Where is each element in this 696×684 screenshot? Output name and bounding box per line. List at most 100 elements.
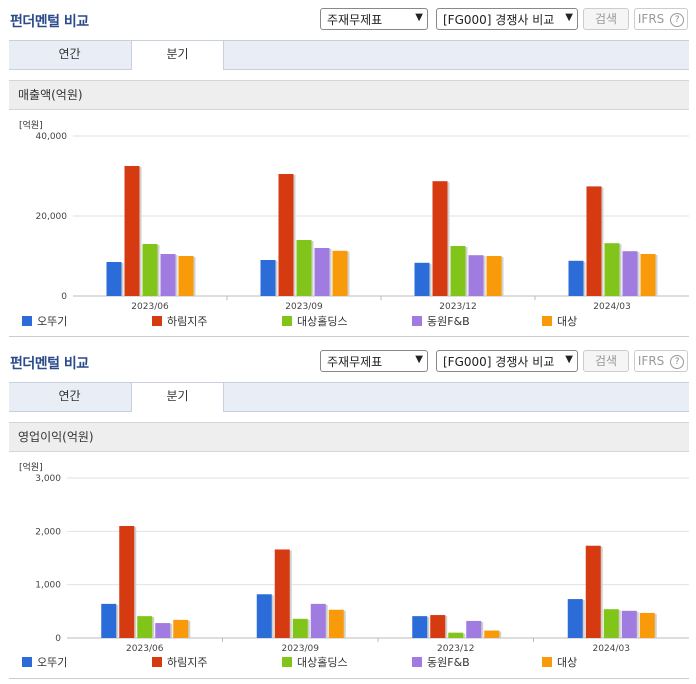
bar[interactable] [586,186,602,296]
ifrs-label: IFRS [637,354,665,368]
bar[interactable] [101,603,117,638]
operating-profit-chart: [억원] 0 1,000 2,000 3,000 2023/06 2023/09 2023/1… [9,458,689,658]
panel-title: 펀더멘털 비교 [10,14,89,30]
legend-item[interactable]: 동원F&B [412,654,470,670]
legend-swatch [22,316,32,326]
bar[interactable] [178,256,194,296]
bar[interactable] [414,262,430,296]
y-tick-label: 0 [61,292,67,302]
operating-profit-bar-chart: [억원] 0 1,000 2,000 3,000 2023/06 2023/09 2023/1… [19,461,689,654]
legend-label: 동원F&B [427,315,470,328]
bar[interactable] [332,250,348,296]
ifrs-help-button[interactable]: IFRS ? [634,8,688,30]
peer-group-select[interactable]: [FG000] 경쟁사 비교 ▼ [436,350,578,372]
statement-type-value: 주재무제표 [327,355,383,369]
bar[interactable] [412,616,428,638]
bar[interactable] [603,609,619,638]
legend-label: 동원F&B [427,656,470,669]
x-tick-label: 2023/12 [439,302,476,312]
ifrs-help-button[interactable]: IFRS ? [634,350,688,372]
bar[interactable] [310,603,326,638]
bar[interactable] [278,174,294,296]
bar[interactable] [106,262,122,296]
bar[interactable] [173,619,189,638]
bar[interactable] [484,630,500,638]
bar[interactable] [486,256,502,296]
legend-item[interactable]: 대상 [542,654,577,670]
legend-item[interactable]: 대상홀딩스 [282,654,348,670]
ifrs-label: IFRS [637,12,665,26]
bar[interactable] [639,612,655,638]
legend-item[interactable]: 대상 [542,313,577,329]
legend-swatch [282,657,292,667]
legend-item[interactable]: 대상홀딩스 [282,313,348,329]
bar[interactable] [292,618,308,638]
bar[interactable] [328,609,344,638]
bar[interactable] [260,260,276,296]
statement-type-value: 주재무제표 [327,13,383,27]
help-icon: ? [670,355,685,369]
peer-group-value: [FG000] 경쟁사 비교 [443,355,555,369]
bar[interactable] [432,181,448,296]
legend-item[interactable]: 오뚜기 [22,313,67,329]
legend-item[interactable]: 오뚜기 [22,654,67,670]
bar[interactable] [160,254,176,296]
bar[interactable] [430,615,446,638]
bar[interactable] [466,620,482,638]
tab-quarterly[interactable]: 분기 [131,41,224,70]
x-tick-label: 2023/09 [285,302,323,312]
tab-annual[interactable]: 연간 [58,47,81,61]
peer-group-select[interactable]: [FG000] 경쟁사 비교 ▼ [436,8,578,30]
bar[interactable] [155,623,171,638]
legend-item[interactable]: 하림지주 [152,313,207,329]
tab-quarterly[interactable]: 분기 [131,383,224,412]
legend-label: 대상 [557,656,578,669]
legend-swatch [152,657,162,667]
bar[interactable] [296,240,312,296]
bar[interactable] [585,545,601,638]
bar[interactable] [314,248,330,296]
bar[interactable] [604,243,620,296]
x-tick-label: 2023/09 [282,644,320,654]
legend-swatch [22,657,32,667]
bar[interactable] [119,526,135,638]
tab-annual[interactable]: 연간 [58,389,81,403]
bar[interactable] [622,251,638,296]
bar[interactable] [137,616,153,638]
chevron-down-icon: ▼ [565,12,573,23]
search-button[interactable]: 검색 [583,8,629,30]
legend-label: 대상홀딩스 [297,315,348,328]
statement-type-select[interactable]: 주재무제표 ▼ [320,8,428,30]
bar[interactable] [448,632,464,638]
unit-label: [억원] [19,461,43,473]
bar[interactable] [568,260,584,296]
legend-item[interactable]: 하림지주 [152,654,207,670]
revenue-bar-chart: [억원] 0 20,000 40,000 2023/06 2023/09 2023/12 20… [19,119,689,312]
bar[interactable] [621,610,637,638]
fundamental-panel-operating-profit: 펀더멘털 비교 주재무제표 ▼ [FG000] 경쟁사 비교 ▼ 검색 IFRS ?… [0,342,696,679]
legend-swatch [412,316,422,326]
period-tabs: 연간 분기 [9,382,689,412]
bar[interactable] [124,166,140,296]
x-tick-label: 2023/06 [131,302,169,312]
bar[interactable] [567,599,583,638]
x-tick-label: 2024/03 [593,302,630,312]
bar[interactable] [142,244,158,296]
bar[interactable] [450,246,466,296]
bar[interactable] [274,549,290,638]
legend-label: 대상 [557,315,578,328]
legend-label: 하림지주 [167,315,208,328]
legend-label: 오뚜기 [37,315,68,328]
period-tabs: 연간 분기 [9,40,689,70]
chevron-down-icon: ▼ [415,12,423,23]
y-tick-label: 20,000 [36,212,68,222]
y-tick-label: 2,000 [35,527,61,537]
statement-type-select[interactable]: 주재무제표 ▼ [320,350,428,372]
bar[interactable] [640,254,656,296]
bar[interactable] [468,255,484,296]
divider [9,336,689,337]
metric-title: 매출액(억원) [9,80,689,110]
legend-item[interactable]: 동원F&B [412,313,470,329]
search-button[interactable]: 검색 [583,350,629,372]
bar[interactable] [256,594,272,638]
